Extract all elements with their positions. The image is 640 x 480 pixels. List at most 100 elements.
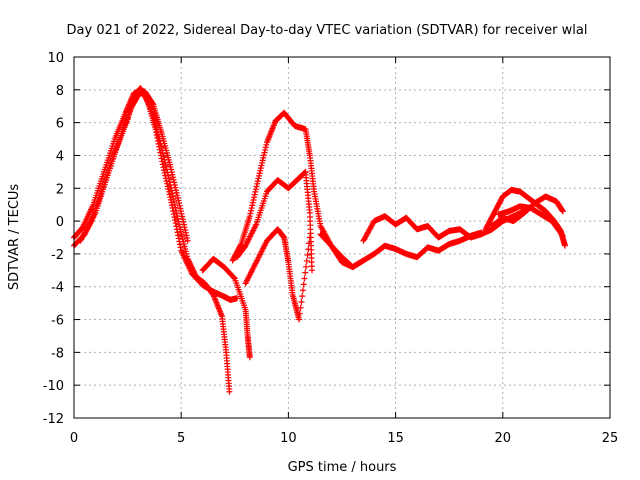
data-point bbox=[306, 234, 313, 241]
data-point bbox=[559, 231, 566, 238]
data-point bbox=[183, 232, 190, 239]
x-tick-label: 15 bbox=[387, 431, 404, 446]
x-tick-label: 20 bbox=[495, 431, 512, 446]
series-track bbox=[317, 229, 485, 271]
data-point bbox=[246, 354, 253, 361]
y-tick-label: 2 bbox=[56, 182, 64, 197]
x-tick-label: 10 bbox=[280, 431, 297, 446]
x-tick-label: 5 bbox=[177, 431, 185, 446]
data-point bbox=[253, 183, 260, 190]
data-point bbox=[308, 267, 315, 274]
y-tick-label: -2 bbox=[51, 248, 64, 263]
data-point bbox=[226, 388, 233, 395]
data-point bbox=[177, 244, 184, 251]
data-point bbox=[169, 190, 176, 197]
data-point bbox=[182, 229, 189, 236]
data-point bbox=[165, 172, 172, 179]
y-axis-label: SDTVAR / TECUs bbox=[7, 184, 22, 291]
data-point bbox=[305, 246, 312, 253]
data-point bbox=[246, 213, 253, 220]
data-points bbox=[71, 85, 568, 395]
data-point bbox=[178, 210, 185, 217]
series-track bbox=[233, 168, 315, 274]
data-point bbox=[251, 194, 258, 201]
y-tick-label: 10 bbox=[47, 51, 64, 66]
data-point bbox=[171, 201, 178, 208]
data-point bbox=[297, 304, 304, 311]
series-track bbox=[199, 255, 253, 361]
data-point bbox=[171, 214, 178, 221]
y-tick-label: -4 bbox=[51, 281, 64, 296]
data-point bbox=[301, 275, 308, 282]
data-point bbox=[170, 211, 177, 218]
x-tick-label: 0 bbox=[70, 431, 78, 446]
data-point bbox=[303, 263, 310, 270]
data-point bbox=[166, 191, 173, 198]
data-point bbox=[182, 226, 189, 233]
data-point bbox=[169, 193, 176, 200]
data-point bbox=[561, 242, 568, 249]
y-tick-label: 8 bbox=[56, 84, 64, 99]
data-point bbox=[161, 167, 168, 174]
data-point bbox=[170, 208, 177, 215]
data-point bbox=[299, 287, 306, 294]
data-point bbox=[304, 252, 311, 259]
data-point bbox=[179, 216, 186, 223]
series-track bbox=[242, 226, 313, 323]
data-point bbox=[252, 188, 259, 195]
data-point bbox=[299, 293, 306, 300]
data-point bbox=[184, 237, 191, 244]
data-point bbox=[249, 202, 256, 209]
data-point bbox=[254, 180, 261, 187]
data-point bbox=[171, 198, 178, 205]
grid bbox=[74, 57, 610, 418]
data-point bbox=[303, 257, 310, 264]
data-point bbox=[160, 153, 167, 160]
series-track bbox=[71, 88, 233, 395]
data-point bbox=[177, 205, 184, 212]
series-track bbox=[229, 109, 367, 271]
data-point bbox=[167, 194, 174, 201]
data-point bbox=[177, 208, 184, 215]
data-point bbox=[181, 224, 188, 231]
data-point bbox=[165, 175, 172, 182]
data-point bbox=[175, 235, 182, 242]
data-point bbox=[252, 186, 259, 193]
data-point bbox=[184, 235, 191, 242]
data-point bbox=[162, 163, 169, 170]
data-point bbox=[167, 196, 174, 203]
y-tick-label: -10 bbox=[43, 379, 64, 394]
data-point bbox=[247, 210, 254, 217]
data-point bbox=[254, 178, 261, 185]
data-point bbox=[168, 199, 175, 206]
series-track bbox=[495, 203, 566, 239]
data-point bbox=[248, 207, 255, 214]
y-tick-label: 0 bbox=[56, 215, 64, 230]
y-tick-label: 4 bbox=[56, 149, 64, 164]
data-point bbox=[180, 218, 187, 225]
chart-title: Day 021 of 2022, Sidereal Day-to-day VTE… bbox=[67, 23, 588, 38]
y-tick-label: -6 bbox=[51, 314, 64, 329]
data-point bbox=[179, 213, 186, 220]
data-point bbox=[149, 100, 156, 107]
y-tick-label: 6 bbox=[56, 117, 64, 132]
data-point bbox=[298, 298, 305, 305]
x-tick-label: 25 bbox=[602, 431, 619, 446]
data-point bbox=[249, 199, 256, 206]
data-point bbox=[170, 196, 177, 203]
data-point bbox=[300, 281, 307, 288]
data-point bbox=[251, 191, 258, 198]
data-point bbox=[176, 202, 183, 209]
data-point bbox=[172, 207, 179, 214]
data-point bbox=[165, 186, 172, 193]
y-tick-label: -12 bbox=[43, 412, 64, 427]
axis-ticks: 0 5 10 15 20 25 -12 -10 -8 -6 -4 -2 0 2 4 6 8 10 bbox=[43, 51, 619, 446]
plot-frame bbox=[73, 56, 611, 419]
series-track bbox=[77, 88, 191, 244]
data-point bbox=[302, 269, 309, 276]
data-point bbox=[250, 196, 257, 203]
series-track bbox=[360, 208, 528, 244]
y-tick-label: -8 bbox=[51, 346, 64, 361]
data-point bbox=[172, 204, 179, 211]
